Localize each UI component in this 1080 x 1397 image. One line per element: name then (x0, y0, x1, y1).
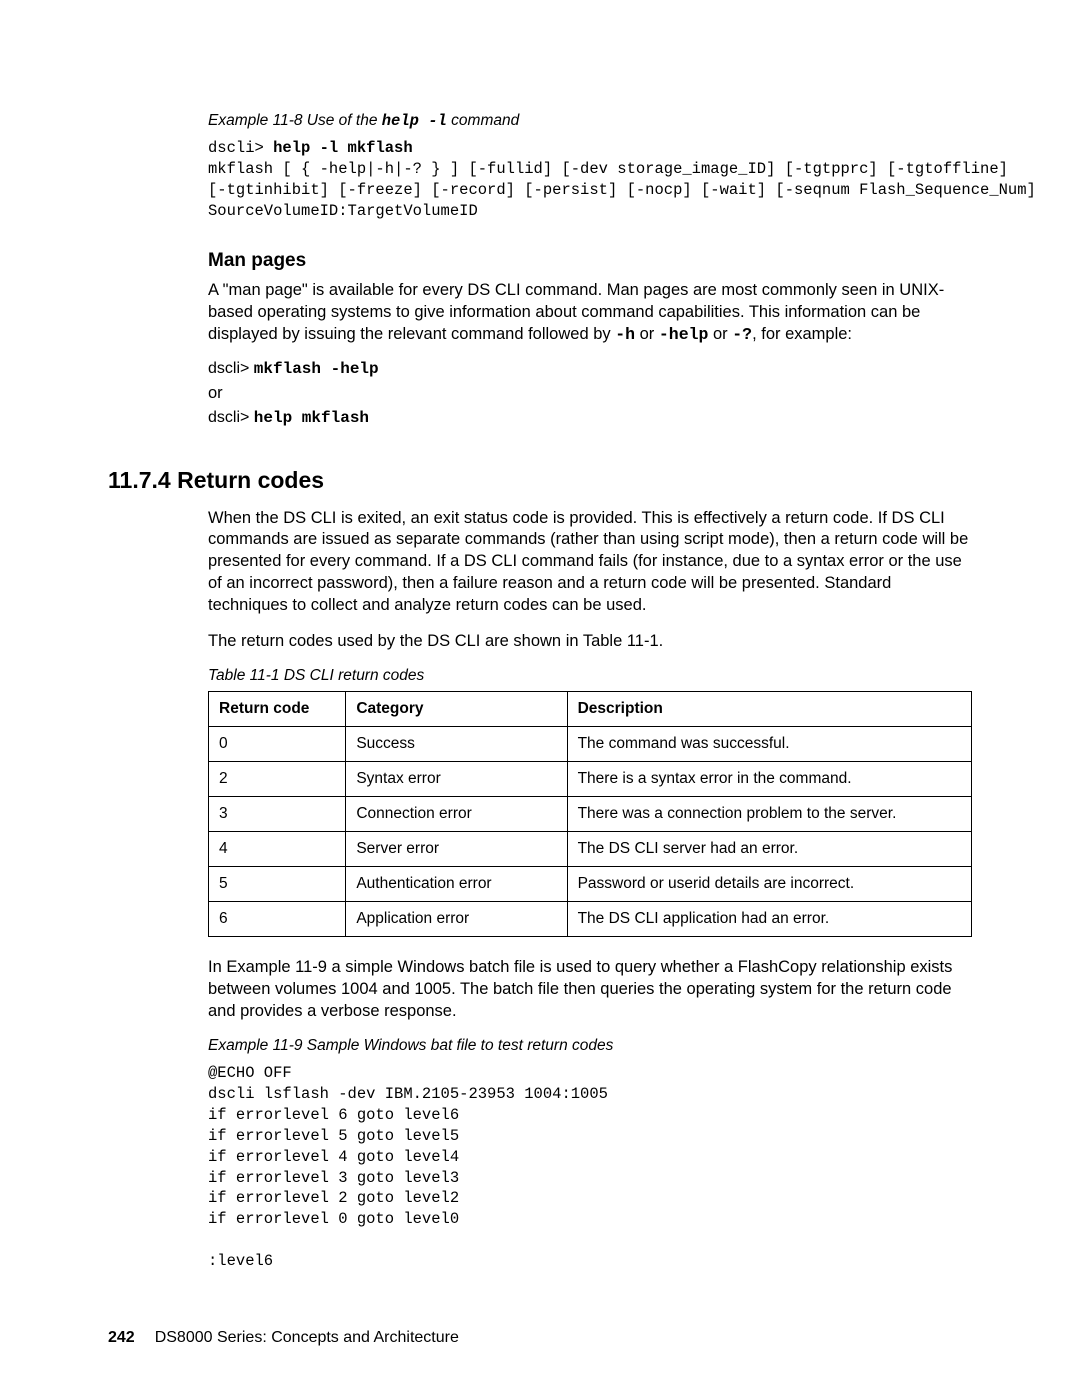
cell-cat: Server error (346, 832, 567, 867)
col-header-return-code: Return code (209, 692, 346, 727)
cell-rc: 0 (209, 727, 346, 762)
code-prompt: dscli> (208, 139, 273, 157)
code-line-2: [-tgtinhibit] [-freeze] [-record] [-pers… (208, 181, 1036, 199)
code-line: if errorlevel 5 goto level5 (208, 1127, 459, 1145)
man-ex2-cmd: help mkflash (254, 409, 369, 427)
code-line: if errorlevel 3 goto level3 (208, 1169, 459, 1187)
cell-desc: There is a syntax error in the command. (567, 762, 971, 797)
table-caption: Table 11-1 DS CLI return codes (208, 667, 972, 685)
cell-desc: Password or userid details are incorrect… (567, 867, 971, 902)
flag-h: -h (615, 325, 635, 344)
example-9-caption: Example 11-9 Sample Windows bat file to … (208, 1037, 972, 1055)
code-line: @ECHO OFF (208, 1064, 292, 1082)
man-example-1: dscli> mkflash -help (208, 360, 972, 378)
or-text: or (208, 384, 972, 403)
man-example-2: dscli> help mkflash (208, 409, 972, 427)
code-line: dscli lsflash -dev IBM.2105-23953 1004:1… (208, 1085, 608, 1103)
cell-rc: 6 (209, 902, 346, 937)
page-footer: 242 DS8000 Series: Concepts and Architect… (108, 1329, 459, 1347)
man-ex1-prompt: dscli> (208, 360, 254, 377)
rc-content: When the DS CLI is exited, an exit statu… (208, 508, 972, 1273)
code-line: if errorlevel 0 goto level0 (208, 1210, 459, 1228)
content-block: Example 11-8 Use of the help -l command … (208, 112, 972, 427)
table-header-row: Return code Category Description (209, 692, 972, 727)
heading-number: 11.7.4 (108, 467, 177, 493)
table-row: 5 Authentication error Password or useri… (209, 867, 972, 902)
cell-rc: 5 (209, 867, 346, 902)
page-container: Example 11-8 Use of the help -l command … (0, 0, 1080, 1272)
example-8-caption: Example 11-8 Use of the help -l command (208, 112, 972, 130)
table-row: 3 Connection error There was a connectio… (209, 797, 972, 832)
table-row: 6 Application error The DS CLI applicati… (209, 902, 972, 937)
footer-title: DS8000 Series: Concepts and Architecture (155, 1329, 459, 1346)
cell-rc: 3 (209, 797, 346, 832)
man-ex2-prompt: dscli> (208, 409, 254, 426)
flag-help: -help (659, 325, 709, 344)
caption-suffix: command (447, 112, 519, 129)
cell-desc: The DS CLI server had an error. (567, 832, 971, 867)
cell-cat: Application error (346, 902, 567, 937)
caption-prefix: Example 11-8 Use of the (208, 112, 382, 129)
cell-cat: Syntax error (346, 762, 567, 797)
code-cmd: help -l mkflash (273, 139, 413, 157)
code-line: if errorlevel 2 goto level2 (208, 1189, 459, 1207)
code-line: if errorlevel 6 goto level6 (208, 1106, 459, 1124)
table-body: 0 Success The command was successful. 2 … (209, 727, 972, 937)
col-header-description: Description (567, 692, 971, 727)
table-row: 4 Server error The DS CLI server had an … (209, 832, 972, 867)
code-line-1: mkflash [ { -help|-h|-? } ] [-fullid] [-… (208, 160, 1008, 178)
cell-cat: Authentication error (346, 867, 567, 902)
table-row: 0 Success The command was successful. (209, 727, 972, 762)
caption-cmd: help -l (382, 112, 447, 130)
rc-para-2: The return codes used by the DS CLI are … (208, 631, 972, 653)
man-text-d: , for example: (752, 325, 852, 343)
rc-para-3: In Example 11-9 a simple Windows batch f… (208, 957, 972, 1023)
cell-cat: Success (346, 727, 567, 762)
page-number: 242 (108, 1329, 135, 1346)
cell-rc: 4 (209, 832, 346, 867)
heading-text: Return codes (177, 467, 324, 493)
man-ex1-cmd: mkflash -help (254, 360, 379, 378)
return-codes-table: Return code Category Description 0 Succe… (208, 691, 972, 937)
cell-rc: 2 (209, 762, 346, 797)
code-line: :level6 (208, 1252, 273, 1270)
code-line: if errorlevel 4 goto level4 (208, 1148, 459, 1166)
example-8-code: dscli> help -l mkflash mkflash [ { -help… (208, 138, 972, 222)
man-pages-para: A "man page" is available for every DS C… (208, 280, 972, 346)
cell-desc: The command was successful. (567, 727, 971, 762)
flag-question: -? (732, 325, 752, 344)
col-header-category: Category (346, 692, 567, 727)
table-row: 2 Syntax error There is a syntax error i… (209, 762, 972, 797)
man-text-c: or (708, 325, 732, 343)
cell-desc: The DS CLI application had an error. (567, 902, 971, 937)
man-pages-heading: Man pages (208, 250, 972, 272)
code-line-3: SourceVolumeID:TargetVolumeID (208, 202, 478, 220)
rc-para-1: When the DS CLI is exited, an exit statu… (208, 508, 972, 618)
example-9-code: @ECHO OFF dscli lsflash -dev IBM.2105-23… (208, 1063, 972, 1272)
cell-desc: There was a connection problem to the se… (567, 797, 971, 832)
cell-cat: Connection error (346, 797, 567, 832)
return-codes-heading: 11.7.4 Return codes (108, 467, 972, 494)
man-text-b: or (635, 325, 659, 343)
